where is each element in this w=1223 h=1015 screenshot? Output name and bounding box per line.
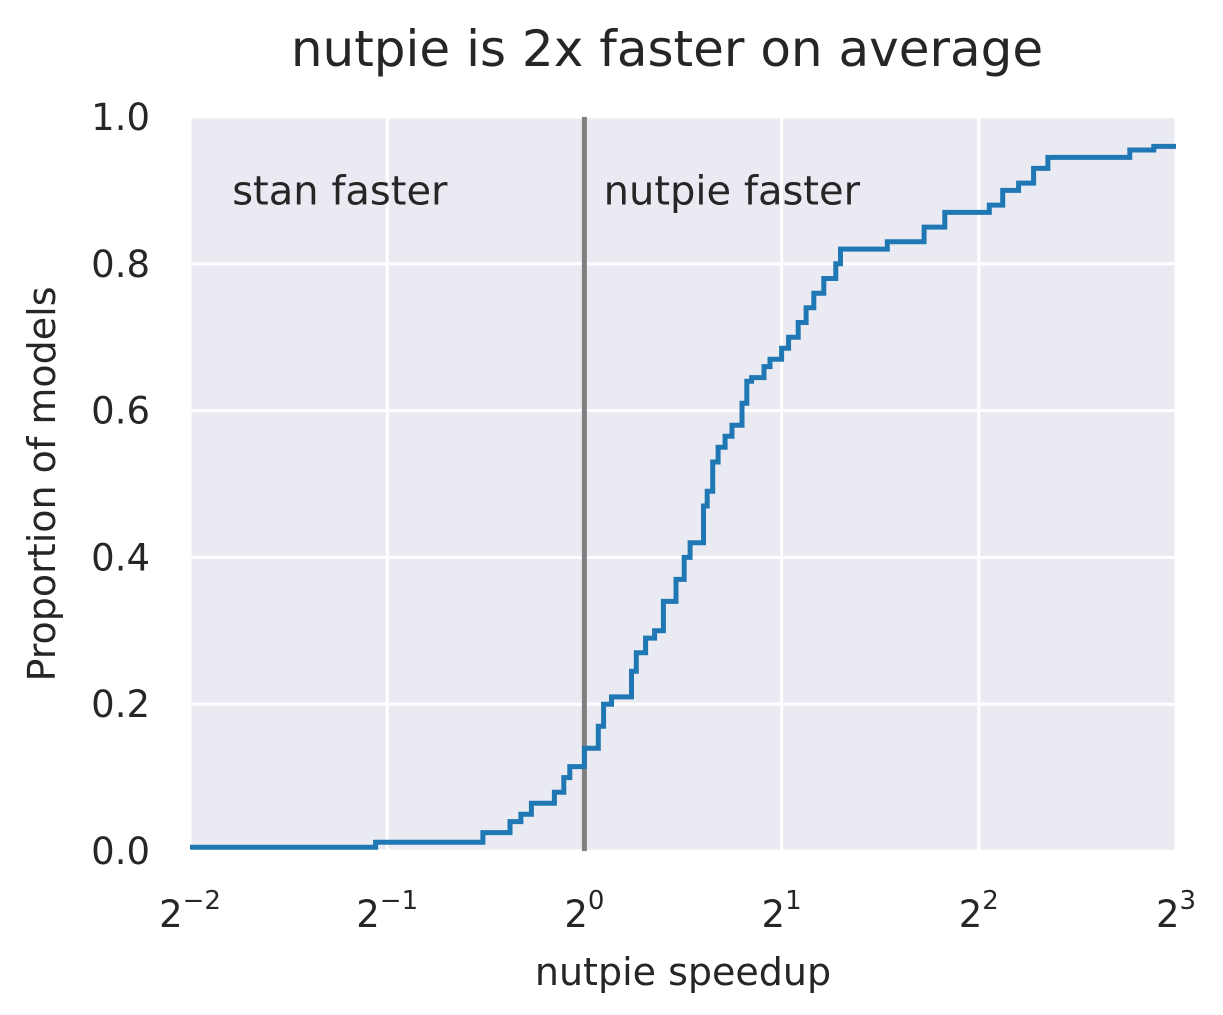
series-group [190,143,1176,850]
svg-text:2−2: 2−2 [159,886,221,936]
x-tick-labels: 2−2 2−1 20 21 22 23 [159,886,1196,936]
y-tick-label: 0.2 [91,683,150,726]
y-tick-label: 1.0 [91,96,150,139]
svg-text:20: 20 [564,886,604,936]
svg-text:2−1: 2−1 [356,886,418,936]
svg-text:22: 22 [959,886,999,936]
annotation-0: stan faster [232,168,448,214]
x-tick-label: 22 [959,886,999,936]
annotations-group: stan faster nutpie faster [232,168,860,214]
y-axis-label: Proportion of models [20,287,64,682]
chart-title: nutpie is 2x faster on average [291,20,1043,78]
svg-text:21: 21 [762,886,802,936]
annotation-1: nutpie faster [604,168,861,214]
y-tick-label: 0.0 [91,830,150,873]
x-tick-label: 2−2 [159,886,221,936]
y-tick-label: 0.4 [91,536,150,579]
x-axis-label: nutpie speedup [535,950,831,994]
y-tick-labels: 0.0 0.2 0.4 0.6 0.8 1.0 [91,96,150,873]
x-tick-label: 20 [564,886,604,936]
x-tick-label: 21 [762,886,802,936]
svg-text:23: 23 [1156,886,1196,936]
x-tick-label: 2−1 [356,886,418,936]
y-tick-label: 0.6 [91,390,150,433]
y-tick-label: 0.8 [91,243,150,286]
ecdf-line [190,143,1176,850]
plot-background [190,117,1176,851]
x-tick-label: 23 [1156,886,1196,936]
